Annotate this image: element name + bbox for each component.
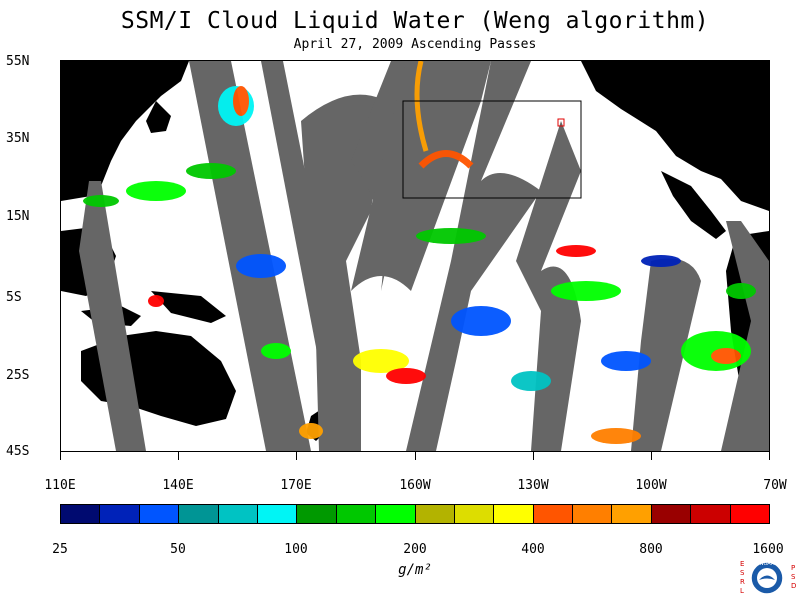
swath-gap-4 xyxy=(301,61,416,451)
central-america-landmass xyxy=(661,171,726,239)
lon-label-70w: 70W xyxy=(763,478,787,493)
colorbar-cell xyxy=(573,505,613,523)
new-guinea-landmass xyxy=(151,291,226,323)
cloud-patch xyxy=(83,195,119,207)
logo-noaa-text: NOAA xyxy=(760,561,775,567)
cloud-patch xyxy=(233,86,249,116)
lon-label-140e: 140E xyxy=(162,478,194,493)
lon-tick xyxy=(178,452,179,460)
cloud-patch xyxy=(353,349,409,373)
colorbar-label-1600: 1600 xyxy=(752,542,784,557)
colorbar-cell xyxy=(257,505,298,523)
lat-label-15n: 15N xyxy=(6,209,30,224)
cloud-patch xyxy=(601,351,651,371)
swath-gaps xyxy=(79,61,769,451)
lon-tick xyxy=(769,452,770,460)
cloud-patch xyxy=(591,428,641,444)
lon-tick xyxy=(296,452,297,460)
colorbar-unit: g/m² xyxy=(398,562,432,578)
cloud-patch xyxy=(511,371,551,391)
colorbar-cell xyxy=(691,505,731,523)
cloud-patch xyxy=(726,283,756,299)
colorbar-cell xyxy=(336,505,377,523)
colorbar-cell xyxy=(218,505,258,523)
colorbar-cell xyxy=(494,505,534,523)
colorbar-label-100: 100 xyxy=(284,542,308,557)
cloud-patch xyxy=(186,163,236,179)
cloud-patch xyxy=(551,281,621,301)
swath-gap-6 xyxy=(351,61,491,291)
cloud-patch xyxy=(711,348,741,364)
colorbar-cell xyxy=(61,505,101,523)
lat-label-5s: 5S xyxy=(6,290,22,305)
lat-label-35n: 35N xyxy=(6,131,30,146)
colorbar-cell xyxy=(612,505,652,523)
colorbar xyxy=(60,504,770,524)
cloud-patches xyxy=(83,61,756,444)
lon-label-130w: 130W xyxy=(517,478,549,493)
swath-gap-10 xyxy=(721,221,769,451)
north-america-landmass xyxy=(581,61,769,211)
lon-tick xyxy=(651,452,652,460)
colorbar-cell xyxy=(730,505,770,523)
lat-label-55n: 55N xyxy=(6,54,30,69)
lon-label-170e: 170E xyxy=(280,478,312,493)
colorbar-cell xyxy=(297,505,337,523)
colorbar-cell xyxy=(533,505,574,523)
page-subtitle: April 27, 2009 Ascending Passes xyxy=(293,37,537,52)
lat-label-45s: 45S xyxy=(6,444,30,459)
cloud-water-map xyxy=(60,60,770,452)
cloud-patch xyxy=(261,343,291,359)
colorbar-cell xyxy=(100,505,140,523)
cloud-patch xyxy=(641,255,681,267)
map-canvas xyxy=(61,61,769,451)
cloud-patch xyxy=(556,245,596,257)
lon-tick xyxy=(533,452,534,460)
colorbar-cell xyxy=(454,505,495,523)
colorbar-cell xyxy=(139,505,180,523)
swath-gap-1 xyxy=(79,181,146,451)
japan-landmass xyxy=(146,101,171,133)
lon-label-110e: 110E xyxy=(44,478,76,493)
lat-label-25s: 25S xyxy=(6,368,30,383)
lon-tick xyxy=(415,452,416,460)
swath-gap-7 xyxy=(406,61,541,451)
colorbar-label-400: 400 xyxy=(521,542,545,557)
lon-tick xyxy=(60,452,61,460)
colorbar-label-200: 200 xyxy=(403,542,427,557)
cloud-patch xyxy=(416,228,486,244)
cloud-patch xyxy=(148,295,164,307)
region-inset-box xyxy=(402,100,582,199)
cloud-patch xyxy=(386,368,426,384)
swath-gap-8 xyxy=(516,121,581,451)
colorbar-cell xyxy=(415,505,455,523)
location-marker xyxy=(557,118,565,127)
orange-arc-feature xyxy=(418,150,474,169)
colorbar-cell xyxy=(376,505,416,523)
swath-gap-9 xyxy=(631,258,701,451)
colorbar-cell xyxy=(651,505,692,523)
cloud-patch xyxy=(236,254,286,278)
colorbar-label-25: 25 xyxy=(52,542,68,557)
cloud-patch xyxy=(126,181,186,201)
page-title: SSM/I Cloud Liquid Water (Weng algorithm… xyxy=(120,8,710,34)
frontal-band xyxy=(414,61,429,152)
colorbar-label-50: 50 xyxy=(170,542,186,557)
noaa-gull-icon xyxy=(759,575,775,580)
lon-label-100w: 100W xyxy=(635,478,667,493)
cloud-patch xyxy=(299,423,323,439)
cloud-patch xyxy=(451,306,511,336)
lon-label-160w: 160W xyxy=(399,478,431,493)
asia-landmass xyxy=(61,61,189,201)
colorbar-label-800: 800 xyxy=(639,542,663,557)
colorbar-cell xyxy=(179,505,219,523)
